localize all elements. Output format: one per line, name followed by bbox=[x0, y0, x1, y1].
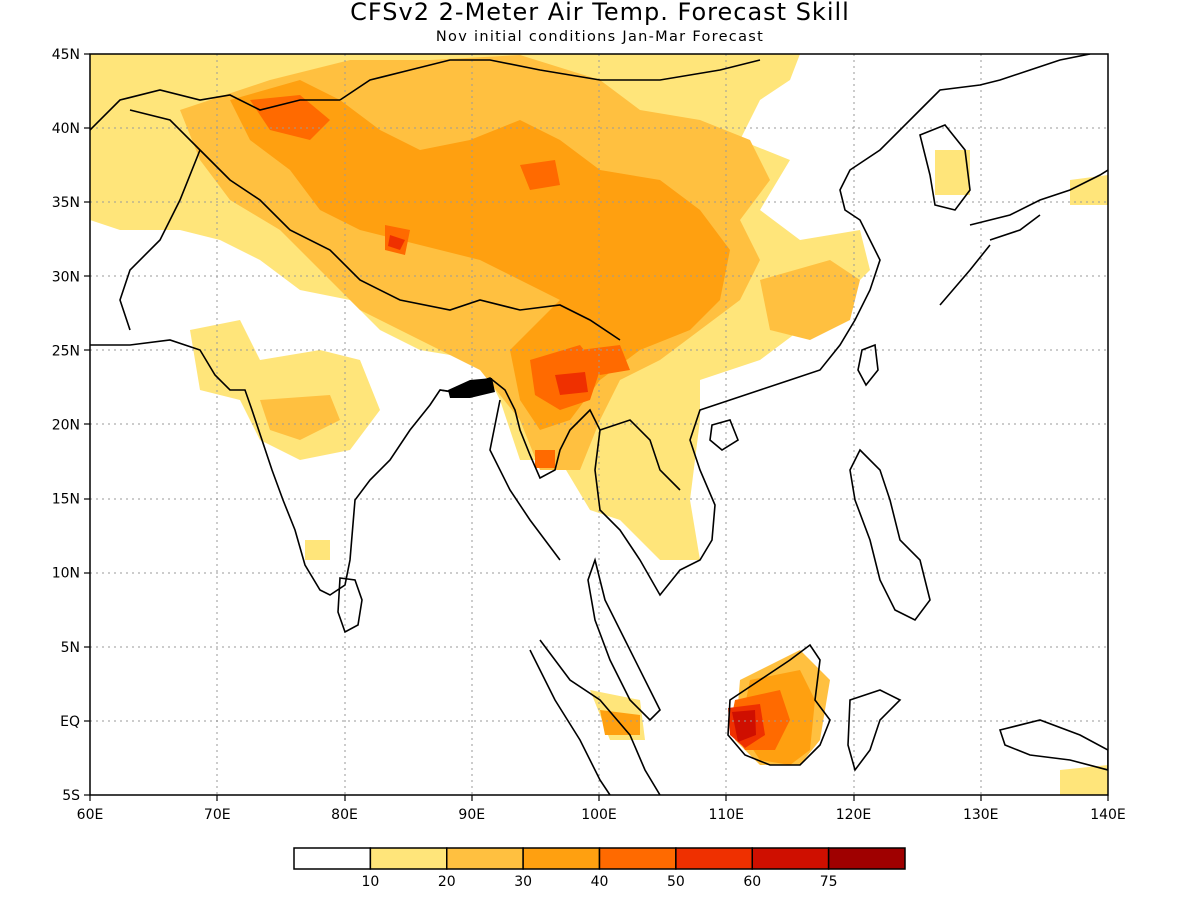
lon-tick-label: 100E bbox=[581, 807, 617, 823]
skill-region-sl bbox=[305, 540, 330, 560]
colorbar-swatch bbox=[522, 847, 601, 870]
lat-tick-label: 45N bbox=[52, 47, 80, 63]
lon-tick-label: 120E bbox=[836, 807, 872, 823]
colorbar: 10 20 30 40 50 60 75 bbox=[293, 847, 906, 890]
skill-region-newguinea bbox=[1060, 765, 1108, 795]
skill-region-india bbox=[190, 320, 380, 460]
colorbar-swatch bbox=[598, 847, 677, 870]
lat-tick-label: EQ bbox=[60, 714, 80, 730]
lon-tick-label: 90E bbox=[458, 807, 485, 823]
colorbar-swatch bbox=[827, 847, 906, 870]
colorbar-swatch bbox=[293, 847, 372, 870]
colorbar-label: 50 bbox=[667, 874, 685, 890]
lat-tick-label: 20N bbox=[52, 418, 80, 434]
skill-shading bbox=[90, 54, 1108, 795]
lon-tick-labels: 60E 70E 80E 90E 100E 110E 120E 130E 140E bbox=[77, 807, 1126, 823]
colorbar-label: 20 bbox=[438, 874, 456, 890]
lat-tick-label: 15N bbox=[52, 492, 80, 508]
lat-tick-label: 5S bbox=[62, 788, 80, 804]
colorbar-swatch bbox=[675, 847, 753, 870]
lat-tick-label: 10N bbox=[52, 566, 80, 582]
lat-tick-labels: 5S EQ 5N 10N 15N 20N 25N 30N 35N 40N 45N bbox=[52, 47, 80, 804]
gridlines bbox=[90, 54, 1108, 795]
lon-tick-label: 140E bbox=[1090, 807, 1126, 823]
colorbar-swatch bbox=[369, 847, 448, 870]
lat-tick-label: 5N bbox=[61, 640, 80, 656]
colorbar-label: 75 bbox=[820, 874, 838, 890]
skill-region-korea bbox=[935, 150, 970, 195]
axis-ticks bbox=[84, 53, 1109, 801]
lat-tick-label: 40N bbox=[52, 121, 80, 137]
lon-tick-label: 130E bbox=[963, 807, 999, 823]
colorbar-label: 60 bbox=[743, 874, 761, 890]
lat-tick-label: 25N bbox=[52, 343, 80, 359]
lat-tick-label: 35N bbox=[52, 195, 80, 211]
colorbar-swatch bbox=[751, 847, 830, 870]
colorbar-label: 40 bbox=[591, 874, 609, 890]
colorbar-swatch bbox=[446, 847, 524, 870]
delta-patch bbox=[448, 378, 495, 398]
lon-tick-label: 110E bbox=[708, 807, 744, 823]
lat-tick-label: 30N bbox=[52, 269, 80, 285]
coastlines bbox=[90, 54, 1108, 795]
lon-tick-label: 70E bbox=[204, 807, 231, 823]
colorbar-label: 10 bbox=[361, 874, 379, 890]
skill-region-japan bbox=[1070, 175, 1108, 205]
lon-tick-label: 60E bbox=[77, 807, 104, 823]
colorbar-label: 30 bbox=[514, 874, 532, 890]
map-title: CFSv2 2-Meter Air Temp. Forecast Skill bbox=[350, 0, 850, 26]
map-subtitle: Nov initial conditions Jan-Mar Forecast bbox=[435, 29, 765, 45]
lon-tick-label: 80E bbox=[331, 807, 358, 823]
